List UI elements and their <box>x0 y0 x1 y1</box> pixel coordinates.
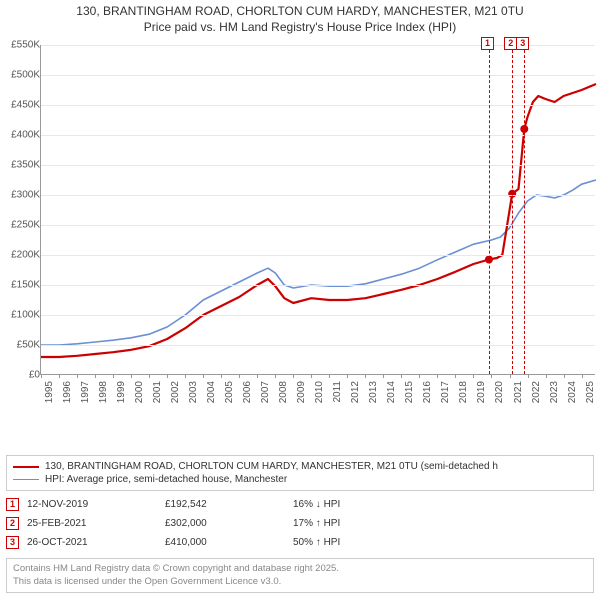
x-tick <box>510 374 511 378</box>
x-tick <box>582 374 583 378</box>
legend-label: 130, BRANTINGHAM ROAD, CHORLTON CUM HARD… <box>45 461 498 472</box>
x-tick <box>59 374 60 378</box>
x-tick <box>528 374 529 378</box>
sales-price: £192,542 <box>165 499 285 510</box>
legend-row: HPI: Average price, semi-detached house,… <box>13 473 587 486</box>
y-axis-label: £250K <box>2 220 40 231</box>
legend-box: 130, BRANTINGHAM ROAD, CHORLTON CUM HARD… <box>6 455 594 491</box>
x-tick <box>546 374 547 378</box>
x-tick <box>419 374 420 378</box>
x-tick <box>473 374 474 378</box>
x-tick <box>167 374 168 378</box>
x-tick <box>239 374 240 378</box>
sales-marker-icon: 1 <box>6 498 19 511</box>
x-tick <box>311 374 312 378</box>
x-tick <box>41 374 42 378</box>
y-axis-label: £150K <box>2 280 40 291</box>
chart-container: 130, BRANTINGHAM ROAD, CHORLTON CUM HARD… <box>0 0 600 590</box>
y-axis-label: £100K <box>2 310 40 321</box>
y-axis-label: £50K <box>2 340 40 351</box>
sales-row: 3 26-OCT-2021 £410,000 50% ↑ HPI <box>6 533 594 552</box>
y-axis-label: £450K <box>2 100 40 111</box>
title-line-2: Price paid vs. HM Land Registry's House … <box>8 20 592 36</box>
sales-diff: 50% ↑ HPI <box>293 537 393 548</box>
x-tick <box>383 374 384 378</box>
sales-date: 25-FEB-2021 <box>27 518 157 529</box>
footnote-line-2: This data is licensed under the Open Gov… <box>13 576 587 588</box>
x-tick <box>564 374 565 378</box>
title-line-1: 130, BRANTINGHAM ROAD, CHORLTON CUM HARD… <box>8 4 592 20</box>
event-marker-top: 1 <box>481 37 494 50</box>
sales-row: 1 12-NOV-2019 £192,542 16% ↓ HPI <box>6 495 594 514</box>
x-tick <box>221 374 222 378</box>
chart-area: £0 £50K £100K £150K £200K £250K £300K £350K £400… <box>0 35 600 415</box>
event-vline <box>524 45 525 374</box>
legend-swatch <box>13 466 39 468</box>
sales-diff: 16% ↓ HPI <box>293 499 393 510</box>
x-tick <box>113 374 114 378</box>
sales-date: 12-NOV-2019 <box>27 499 157 510</box>
sales-date: 26-OCT-2021 <box>27 537 157 548</box>
sales-marker-icon: 2 <box>6 517 19 530</box>
x-axis-label: 2025 <box>585 381 600 403</box>
sales-table: 1 12-NOV-2019 £192,542 16% ↓ HPI 2 25-FEB-202… <box>6 495 594 552</box>
legend-swatch <box>13 479 39 480</box>
x-tick <box>257 374 258 378</box>
legend-row: 130, BRANTINGHAM ROAD, CHORLTON CUM HARD… <box>13 460 587 473</box>
footnote-line-1: Contains HM Land Registry data © Crown c… <box>13 563 587 575</box>
x-tick <box>329 374 330 378</box>
x-tick <box>347 374 348 378</box>
y-axis-label: £400K <box>2 130 40 141</box>
event-marker-top: 2 <box>504 37 517 50</box>
sales-price: £302,000 <box>165 518 285 529</box>
y-axis-label: £500K <box>2 70 40 81</box>
x-tick <box>203 374 204 378</box>
event-marker-top: 3 <box>516 37 529 50</box>
sales-row: 2 25-FEB-2021 £302,000 17% ↑ HPI <box>6 514 594 533</box>
x-tick <box>149 374 150 378</box>
x-tick <box>455 374 456 378</box>
sales-price: £410,000 <box>165 537 285 548</box>
event-vline <box>489 45 490 374</box>
x-tick <box>131 374 132 378</box>
y-axis-label: £350K <box>2 160 40 171</box>
sales-marker-icon: 3 <box>6 536 19 549</box>
x-tick <box>365 374 366 378</box>
y-axis-label: £300K <box>2 190 40 201</box>
sales-diff: 17% ↑ HPI <box>293 518 393 529</box>
x-tick <box>293 374 294 378</box>
y-axis-label: £550K <box>2 40 40 51</box>
event-vline <box>512 45 513 374</box>
x-tick <box>77 374 78 378</box>
y-axis-label: £0 <box>2 370 40 381</box>
chart-title: 130, BRANTINGHAM ROAD, CHORLTON CUM HARD… <box>0 0 600 35</box>
x-tick <box>491 374 492 378</box>
legend-label: HPI: Average price, semi-detached house,… <box>45 474 287 485</box>
y-axis-label: £200K <box>2 250 40 261</box>
x-tick <box>95 374 96 378</box>
x-tick <box>401 374 402 378</box>
x-tick <box>437 374 438 378</box>
x-tick <box>275 374 276 378</box>
footnote-box: Contains HM Land Registry data © Crown c… <box>6 558 594 593</box>
plot-region <box>40 45 595 375</box>
x-tick <box>185 374 186 378</box>
